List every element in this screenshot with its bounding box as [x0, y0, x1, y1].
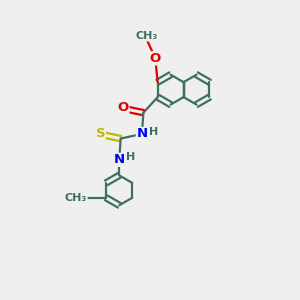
- Text: CH₃: CH₃: [135, 31, 158, 41]
- Text: O: O: [150, 52, 161, 65]
- Text: S: S: [96, 127, 105, 140]
- Text: CH₃: CH₃: [65, 193, 87, 203]
- Text: N: N: [114, 153, 125, 166]
- Text: N: N: [136, 128, 148, 140]
- Text: O: O: [118, 101, 129, 114]
- Text: H: H: [126, 152, 136, 163]
- Text: H: H: [149, 127, 158, 136]
